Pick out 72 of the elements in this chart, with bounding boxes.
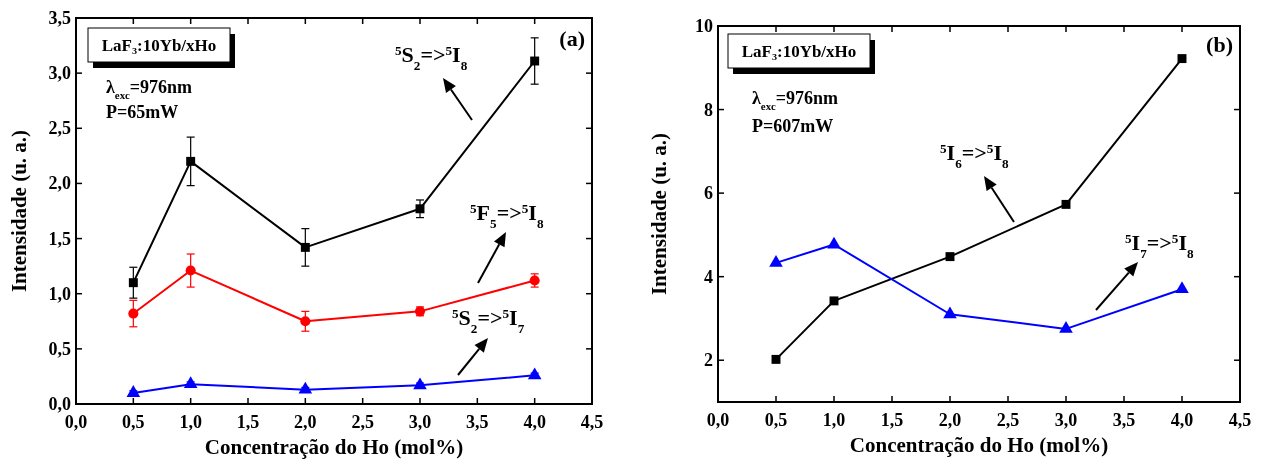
y-axis-title: Intensidade (u. a.) [647,132,671,296]
point [945,252,955,262]
y-axis-title: Intensidade (u. a.) [7,129,31,293]
x-tick-label: 3,0 [408,412,432,432]
point [530,56,540,66]
series-label: $^{5}$I$_{7}$=>$^{5}$I$_{8}$ [1125,230,1194,261]
x-tick-label: 1,0 [179,412,202,432]
point [413,377,427,390]
y-tick-label: 3,0 [48,63,71,84]
point [1061,199,1071,209]
x-tick-label: 2,5 [996,410,1020,430]
point [943,306,957,319]
point [128,308,139,319]
y-tick-label: 0,0 [48,394,71,414]
x-tick-label: 4,5 [580,412,604,432]
x-tick-label: 2,5 [351,412,374,432]
series-label: $^{5}$S$_{2}$=>$^{5}$I$_{7}$ [452,305,525,336]
text: $^{5}$F$_{5}$=>$^{5}$I$_{8}$ [470,200,544,231]
point [415,204,425,214]
point [1059,321,1073,333]
point [527,367,542,380]
annotation: P=607mW [752,116,834,136]
point [183,376,198,389]
y-tick-label: 4 [704,266,713,287]
y-tick-label: 3,5 [48,8,71,28]
x-tick-label: 0,5 [122,412,145,432]
point [128,278,138,288]
x-tick-label: 0,0 [64,412,88,432]
point [186,156,196,166]
annotation: λ$_{exc}$=976nm [106,77,193,101]
x-tick-label: 4,0 [523,412,546,432]
y-tick-label: 10 [695,16,713,36]
point [771,354,781,364]
y-tick-label: 2 [704,350,713,371]
annotation: λ$_{exc}$=976nm [752,88,839,112]
point [829,296,839,306]
x-tick-label: 3,0 [1054,410,1078,430]
y-tick-label: 2,0 [48,173,71,194]
annotation: LaF₃:10Yb/xHo [101,36,217,55]
y-tick-label: 1,5 [48,228,71,249]
annotation: (a) [559,26,585,51]
x-tick-label: 3,5 [1112,410,1136,430]
x-axis-title: Concentração do Ho (mol%) [204,435,464,459]
x-axis-title: Concentração do Ho (mol%) [849,433,1109,457]
point [827,236,841,249]
point [298,381,313,394]
x-tick-label: 4,5 [1228,410,1252,430]
point [300,242,310,252]
y-tick-label: 0,5 [48,338,71,359]
point [1177,54,1187,64]
annotation: LaF₃:10Yb/xHo [741,42,857,61]
y-tick-label: 1,0 [48,283,71,304]
point [185,265,196,276]
annotation: (b) [1206,32,1233,57]
x-tick-label: 1,0 [822,410,846,430]
x-tick-label: 1,5 [880,410,904,430]
legend-label: $^{5}$S$_{2}$=>$^{5}$I$_{8}$ [395,42,468,73]
x-tick-label: 1,5 [236,412,260,432]
x-tick-label: 0,5 [764,410,788,430]
x-tick-label: 2,0 [294,412,317,432]
x-tick-label: 3,5 [466,412,489,432]
y-tick-label: 2,5 [48,118,71,139]
point [769,255,783,267]
y-tick-label: 6 [704,183,713,204]
y-tick-label: 8 [704,99,713,120]
annotation: P=65mW [106,102,179,122]
text: $^{5}$I$_{6}$=>$^{5}$I$_{8}$ [940,140,1009,171]
x-tick-label: 4,0 [1170,410,1194,430]
point [1175,281,1189,294]
x-tick-label: 2,0 [938,410,962,430]
point [126,385,141,397]
point [300,316,311,327]
